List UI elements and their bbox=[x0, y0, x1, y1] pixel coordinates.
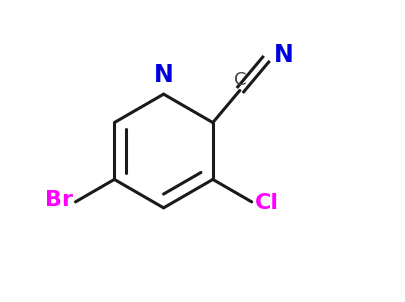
Text: C: C bbox=[234, 71, 246, 89]
Text: Br: Br bbox=[45, 190, 72, 210]
Text: Cl: Cl bbox=[255, 193, 279, 214]
Text: N: N bbox=[274, 43, 294, 67]
Text: N: N bbox=[154, 63, 173, 87]
